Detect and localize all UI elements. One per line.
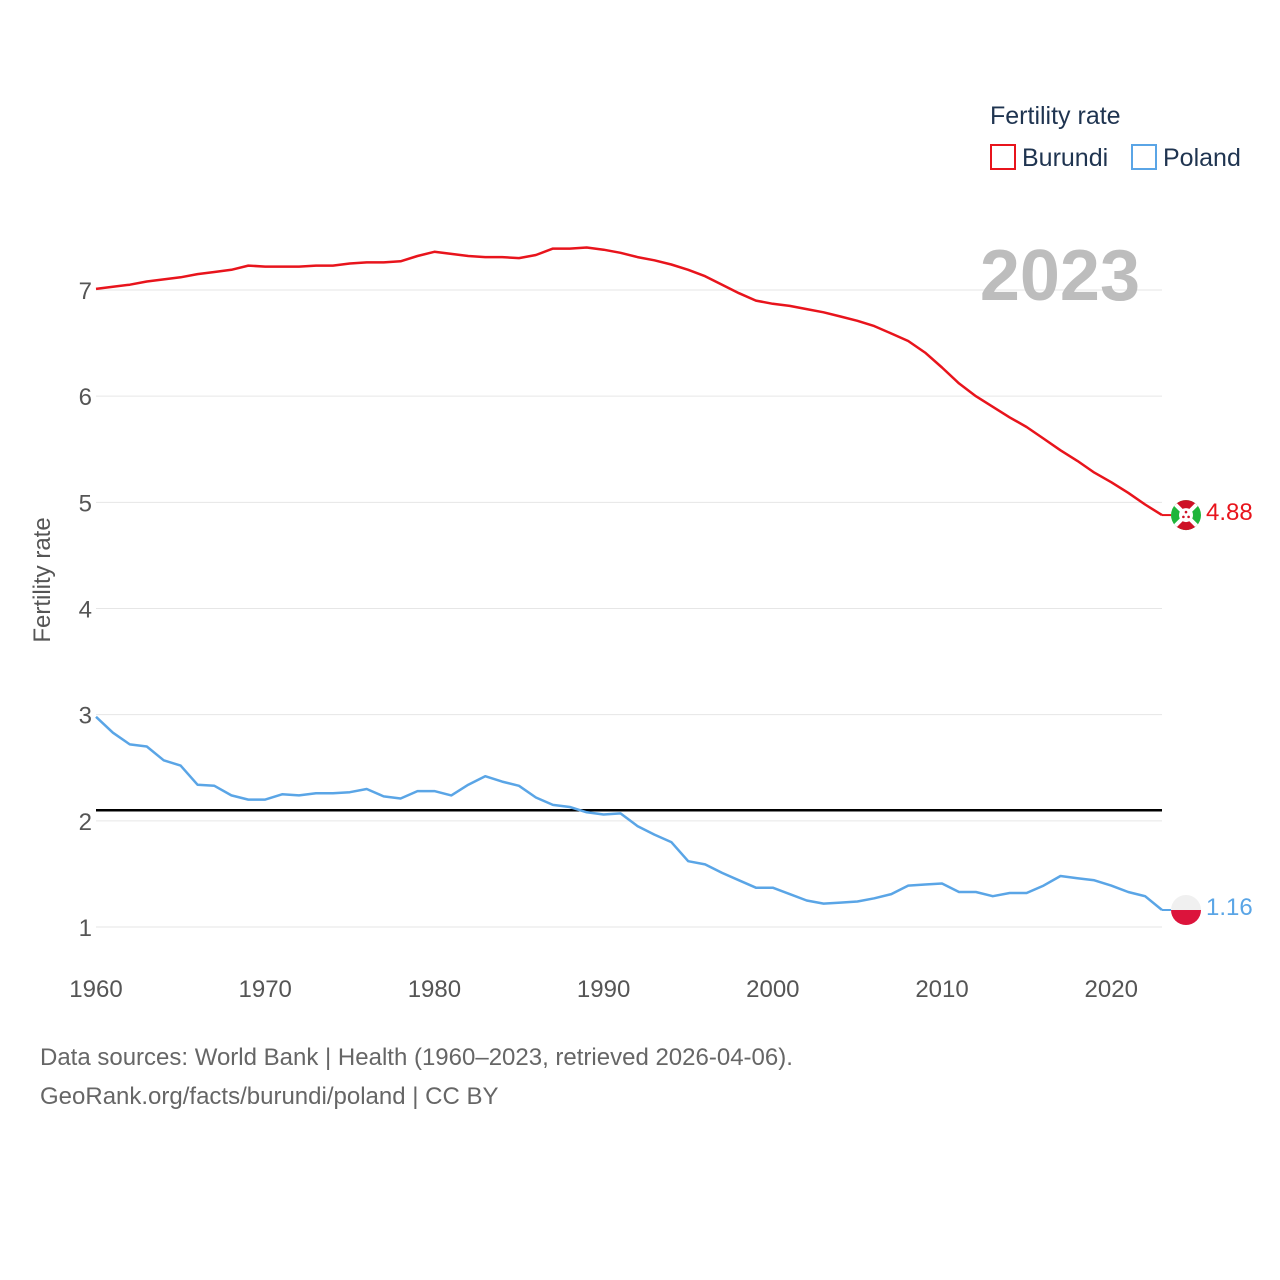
poland-flag-icon	[1171, 895, 1201, 926]
series-line-poland[interactable]	[95, 715, 1163, 911]
y-tick-label-1: 1	[79, 915, 92, 942]
x-tick-label-1990: 1990	[577, 976, 630, 1003]
y-tick-label-3: 3	[79, 703, 92, 730]
y-tick-label-4: 4	[79, 597, 92, 624]
burundi-end-value: 4.88	[1206, 499, 1253, 526]
x-tick-label-1970: 1970	[239, 976, 292, 1003]
legend-label-poland[interactable]: Poland	[1163, 144, 1241, 172]
legend-title: Fertility rate	[990, 102, 1121, 130]
series-line-burundi[interactable]	[95, 246, 1163, 517]
poland-end-value: 1.16	[1206, 894, 1253, 921]
legend: Fertility rate Burundi Poland	[990, 102, 1241, 172]
legend-swatch-poland[interactable]	[1131, 144, 1157, 170]
x-tick-label-2020: 2020	[1085, 976, 1138, 1003]
x-tick-label-2000: 2000	[746, 976, 799, 1003]
x-tick-label-1960: 1960	[69, 976, 122, 1003]
y-tick-label-6: 6	[79, 384, 92, 411]
x-tick-label-1980: 1980	[408, 976, 461, 1003]
x-tick-label-2010: 2010	[915, 976, 968, 1003]
y-tick-label-5: 5	[79, 490, 92, 517]
legend-swatch-burundi[interactable]	[990, 144, 1016, 170]
burundi-flag-icon	[1171, 500, 1201, 531]
series-lines	[93, 246, 1165, 913]
year-badge: 2023	[980, 236, 1140, 316]
series-points-poland	[93, 714, 1165, 913]
y-tick-label-2: 2	[79, 809, 92, 836]
footer-attribution[interactable]: GeoRank.org/facts/burundi/poland | CC BY	[40, 1083, 499, 1110]
y-axis-title: Fertility rate	[29, 517, 56, 642]
footer-sources: Data sources: World Bank | Health (1960–…	[40, 1044, 793, 1071]
x-axis-ticks: 1960 1970 1980 1990 2000 2010 2020	[69, 976, 1138, 1003]
legend-label-burundi[interactable]: Burundi	[1022, 144, 1108, 172]
grid-lines	[96, 289, 1162, 928]
y-axis-ticks: 1 2 3 4 5 6 7	[79, 278, 92, 942]
burundi-end-marker: 4.88	[1162, 499, 1253, 531]
y-tick-label-7: 7	[79, 278, 92, 305]
poland-end-marker: 1.16	[1162, 894, 1253, 926]
